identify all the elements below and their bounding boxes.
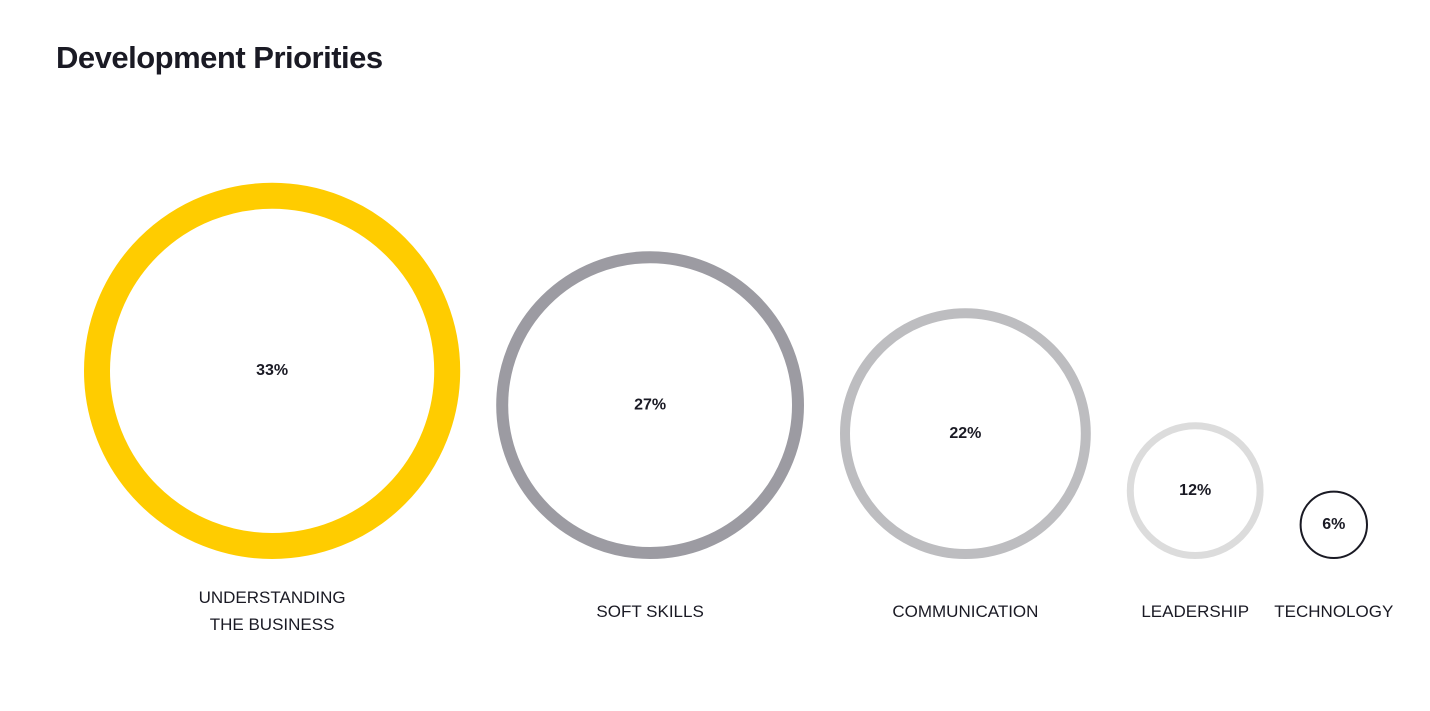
- bubble: [84, 182, 461, 559]
- bubble: [1126, 422, 1264, 560]
- value-label: 27%: [634, 396, 666, 413]
- chart-title: Development Priorities: [56, 40, 383, 75]
- bubble: [840, 308, 1091, 560]
- bubble: [496, 251, 804, 559]
- value-label: 22%: [949, 425, 981, 442]
- value-label: 6%: [1322, 516, 1345, 533]
- category-label: UNDERSTANDING THE BUSINESS: [198, 588, 346, 634]
- category-label: SOFT SKILLS: [596, 601, 704, 621]
- category-label: LEADERSHIP: [1141, 601, 1250, 621]
- bubble: [1299, 490, 1369, 559]
- value-label: 12%: [1179, 482, 1211, 499]
- category-label: TECHNOLOGY: [1274, 601, 1394, 621]
- value-label: 33%: [256, 362, 288, 379]
- category-label: COMMUNICATION: [892, 601, 1039, 621]
